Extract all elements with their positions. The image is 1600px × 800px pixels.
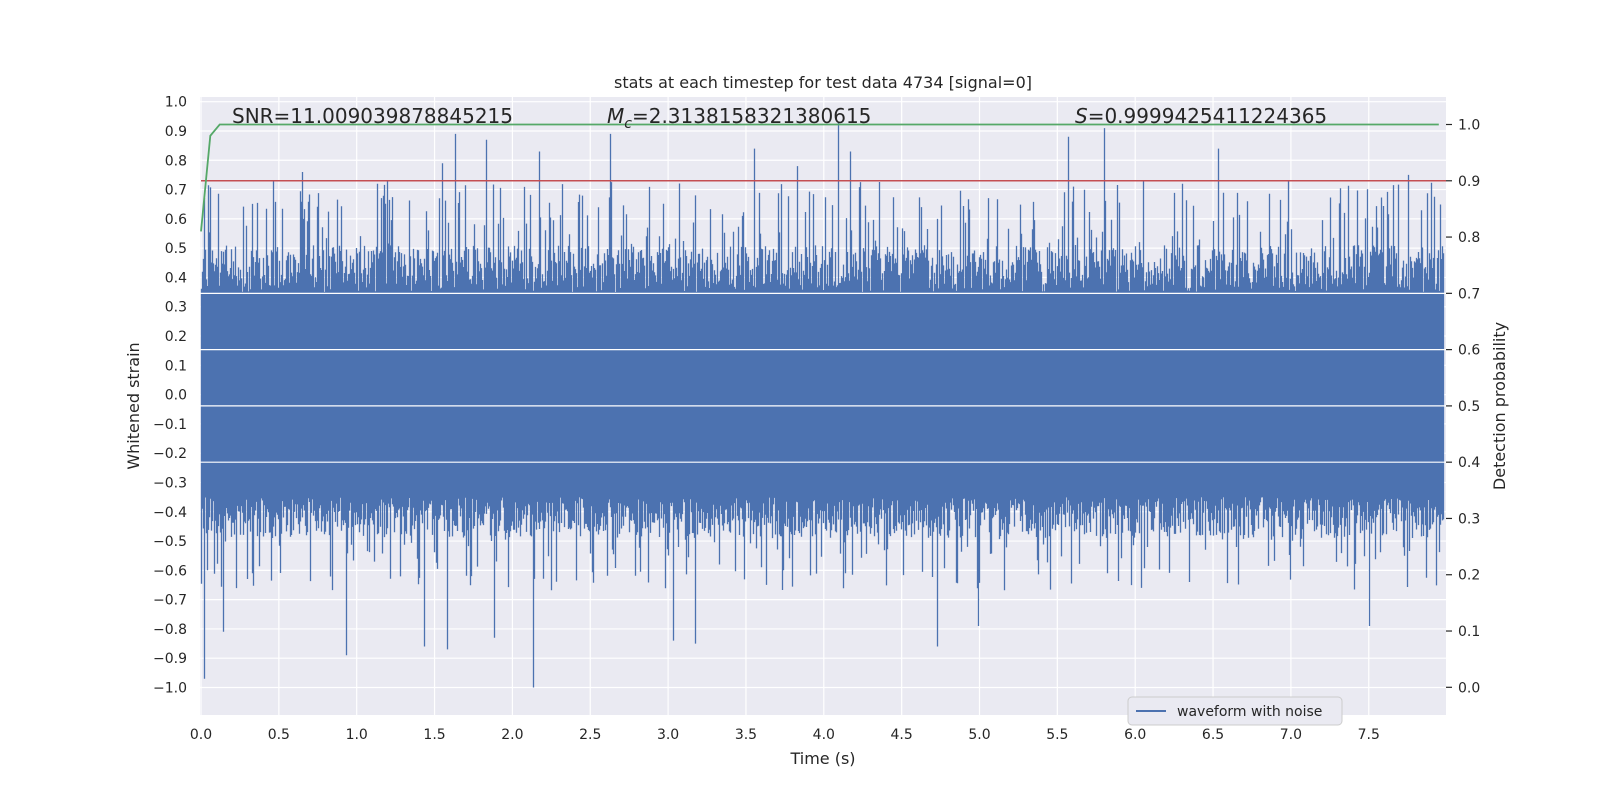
y-left-tick-label: −0.5 [153,534,187,550]
y-right-tick-label: 0.3 [1458,511,1480,527]
y-right-tick-label: 1.0 [1458,118,1480,134]
probability-series [200,123,1439,232]
y-right-tick-label: 0.8 [1458,230,1480,246]
x-axis-ticks: 0.0 0.5 1.0 1.5 2.0 2.5 3.0 3.5 4.0 4.5 5.0 5.5 6.0 6… [190,727,1380,743]
chirp-mass-symbol: M [607,104,624,128]
y-left-tick-label: 0.9 [165,124,187,140]
y-right-axis-ticks: 1.0 0.9 0.8 0.7 0.6 0.5 0.4 0.3 0.2 0.1 0.0 [1446,118,1480,696]
y-left-tick-label: −0.8 [153,622,187,638]
y-left-axis-ticks: 1.0 0.9 0.8 0.7 0.6 0.5 0.4 0.3 0.2 0.1 0.0 −0.1 −0.… [153,95,187,697]
y-right-tick-label: 0.6 [1458,343,1480,359]
x-tick-label: 3.0 [657,727,679,743]
x-tick-label: 5.5 [1046,727,1068,743]
y-left-tick-label: 0.2 [165,329,187,345]
x-tick-label: 2.0 [501,727,523,743]
x-tick-label: 7.5 [1358,727,1380,743]
x-tick-label: 6.5 [1202,727,1224,743]
x-tick-label: 0.5 [268,727,290,743]
x-tick-label: 1.5 [423,727,445,743]
chirp-mass-annotation: Mc=2.3138158321380615 [607,104,871,132]
legend-box [1127,696,1343,726]
x-tick-label: 2.5 [579,727,601,743]
y-right-tick-label: 0.9 [1458,174,1480,190]
y-left-tick-label: −0.2 [153,446,187,462]
y-left-tick-label: −0.4 [153,505,187,521]
y-left-tick-label: −0.1 [153,417,187,433]
y-right-tick-label: 0.2 [1458,568,1480,584]
y-left-tick-label: −0.3 [153,475,187,491]
significance-value: =0.9999425411224365 [1088,104,1327,128]
x-tick-label: 6.0 [1124,727,1146,743]
legend: waveform with noise [1127,696,1343,726]
x-axis-label: Time (s) [789,749,855,768]
x-tick-label: 4.0 [813,727,835,743]
waveform-core [201,292,1444,498]
y-left-tick-label: −0.6 [153,563,187,579]
chirp-mass-subscript: c [624,116,632,132]
snr-annotation: SNR=11.009039878845215 [232,104,513,128]
y-right-tick-label: 0.0 [1458,680,1480,696]
y-left-tick-label: −0.7 [153,593,187,609]
legend-label: waveform with noise [1177,704,1322,720]
y-left-axis-label: Whitened strain [124,342,143,469]
y-left-tick-label: 0.4 [165,270,187,286]
y-right-axis-label: Detection probability [1490,322,1509,490]
y-left-tick-label: 0.6 [165,212,187,228]
y-right-tick-label: 0.4 [1458,455,1480,471]
x-tick-label: 1.0 [346,727,368,743]
y-left-tick-label: −1.0 [153,681,187,697]
y-left-tick-label: 0.8 [165,153,187,169]
x-tick-label: 4.5 [891,727,913,743]
x-tick-label: 0.0 [190,727,212,743]
y-right-tick-label: 0.7 [1458,286,1480,302]
chirp-mass-value: =2.3138158321380615 [632,104,871,128]
x-tick-label: 7.0 [1280,727,1302,743]
significance-symbol: S [1075,104,1088,128]
x-tick-label: 3.5 [735,727,757,743]
y-left-tick-label: −0.9 [153,651,187,667]
significance-annotation: S=0.9999425411224365 [1075,104,1327,128]
waveform-series [200,122,1446,688]
y-left-tick-label: 1.0 [165,95,187,111]
chart-title: stats at each timestep for test data 473… [614,73,1032,92]
probability-line [200,123,1439,232]
y-left-tick-label: 0.1 [165,358,187,374]
y-left-tick-label: 0.7 [165,183,187,199]
y-right-tick-label: 0.5 [1458,399,1480,415]
y-left-tick-label: 0.5 [165,241,187,257]
y-left-tick-label: 0.3 [165,300,187,316]
y-right-tick-label: 0.1 [1458,624,1480,640]
y-left-tick-label: 0.0 [165,388,187,404]
x-tick-label: 5.0 [968,727,990,743]
